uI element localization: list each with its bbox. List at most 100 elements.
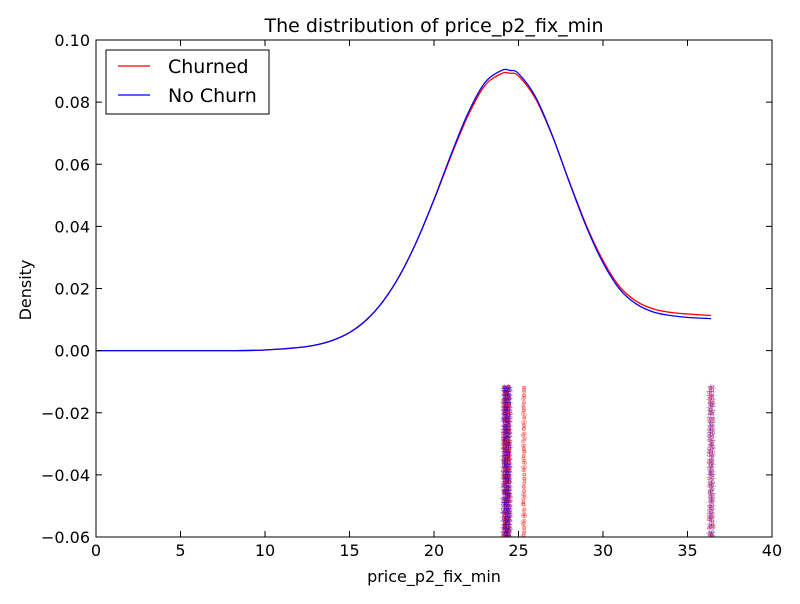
rug-mark	[500, 532, 507, 537]
rug-mark	[501, 385, 508, 392]
rug-mark	[710, 447, 714, 451]
rug-mark	[505, 472, 512, 479]
rug-mark	[502, 434, 509, 441]
rug-mark	[505, 487, 512, 494]
rug-mark	[502, 465, 507, 469]
rug-mark	[707, 514, 711, 519]
rug-mark	[506, 510, 511, 514]
rug-mark	[503, 423, 510, 430]
rug-mark	[709, 510, 713, 515]
rug-mark	[506, 520, 513, 527]
rug-mark	[502, 419, 509, 426]
rug-mark	[503, 491, 508, 496]
rug-mark	[506, 384, 511, 389]
rug-mark	[503, 517, 510, 524]
rug-mark	[508, 484, 512, 489]
rug-mark	[502, 434, 507, 438]
rug-mark	[503, 411, 510, 418]
rug-mark	[505, 507, 510, 512]
rug-mark	[502, 416, 507, 421]
rug-mark	[507, 477, 512, 482]
rug-mark	[506, 522, 510, 526]
rug-mark	[504, 480, 511, 487]
rug-mark	[506, 503, 510, 508]
rug-mark	[501, 505, 508, 512]
rug-mark	[504, 506, 511, 513]
rug-mark	[507, 384, 514, 391]
rug-mark	[706, 525, 713, 532]
rug-mark	[708, 455, 715, 462]
rug-mark	[521, 401, 526, 406]
rug-mark	[507, 400, 514, 407]
rug-mark	[506, 449, 511, 453]
rug-mark	[503, 483, 510, 490]
rug-mark	[706, 456, 713, 463]
rug-mark	[501, 423, 506, 427]
rug-mark	[707, 476, 711, 481]
rug-mark	[707, 384, 714, 391]
rug-mark	[499, 385, 506, 392]
rug-mark	[705, 433, 712, 440]
rug-mark	[502, 415, 509, 422]
rug-mark	[711, 493, 715, 497]
rug-mark	[505, 516, 510, 520]
rug-mark	[506, 423, 510, 427]
rug-mark	[504, 497, 511, 504]
rug-mark	[710, 461, 715, 466]
rug-group-0	[500, 384, 716, 537]
rug-mark	[502, 496, 507, 500]
rug-mark	[522, 393, 526, 398]
rug-mark	[522, 493, 527, 497]
rug-mark	[505, 524, 512, 531]
rug-mark	[502, 495, 509, 502]
rug-mark	[502, 450, 506, 455]
rug-mark	[505, 415, 512, 422]
rug-mark	[502, 399, 509, 406]
rug-mark	[709, 449, 713, 454]
rug-mark	[507, 461, 514, 468]
rug-mark	[503, 506, 508, 511]
rug-mark	[502, 426, 507, 431]
rug-mark	[500, 468, 507, 475]
rug-mark	[505, 390, 512, 397]
rug-mark	[508, 510, 513, 515]
rug-mark	[710, 507, 715, 511]
rug-mark	[504, 430, 511, 437]
rug-mark	[505, 445, 510, 450]
rug-mark	[506, 468, 511, 473]
rug-mark	[503, 522, 508, 527]
rug-mark	[501, 391, 508, 398]
rug-mark	[505, 469, 510, 473]
rug-mark	[505, 523, 510, 528]
rug-mark	[521, 411, 525, 416]
rug-mark	[501, 444, 508, 451]
rug-mark	[503, 474, 507, 478]
rug-mark	[502, 389, 506, 394]
rug-mark	[506, 389, 510, 394]
rug-mark	[710, 505, 717, 512]
rug-mark	[502, 419, 509, 426]
rug-mark	[500, 475, 507, 482]
rug-mark	[505, 391, 512, 398]
rug-mark	[507, 526, 514, 533]
rug-mark	[505, 463, 512, 470]
rug-mark	[503, 407, 510, 414]
rug-mark	[507, 513, 514, 520]
rug-mark	[707, 427, 711, 432]
rug-mark	[507, 392, 514, 399]
rug-mark	[504, 391, 511, 398]
rug-mark	[503, 494, 510, 501]
rug-mark	[709, 462, 713, 466]
rug-mark	[501, 513, 508, 520]
rug-mark	[708, 497, 715, 504]
rug-mark	[508, 495, 513, 500]
rug-mark	[706, 517, 713, 524]
rug-mark	[505, 427, 509, 432]
rug-mark	[504, 518, 508, 523]
rug-mark	[502, 477, 507, 482]
rug-mark	[707, 532, 714, 537]
rug-mark	[707, 533, 712, 537]
rug-mark	[507, 427, 512, 431]
rug-mark	[706, 392, 713, 399]
rug-mark	[705, 499, 712, 506]
